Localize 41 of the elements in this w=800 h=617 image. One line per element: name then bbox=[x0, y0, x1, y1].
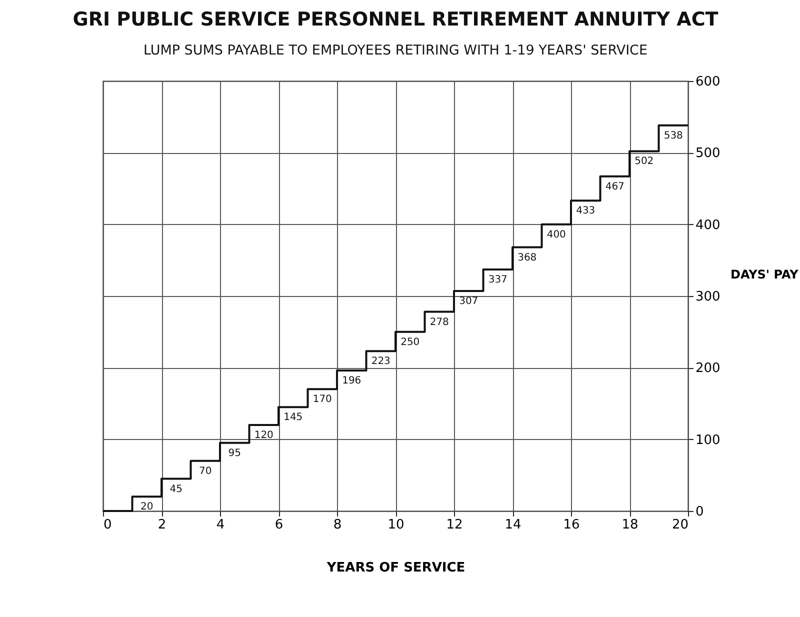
x-tick-label: 6 bbox=[274, 518, 284, 532]
y-tick-label: 400 bbox=[696, 218, 720, 233]
data-label: 223 bbox=[371, 356, 390, 368]
y-tick-label: 100 bbox=[696, 432, 720, 448]
data-label: 250 bbox=[400, 336, 420, 348]
y-tick-label: 500 bbox=[696, 146, 720, 162]
data-label: 120 bbox=[254, 430, 274, 441]
x-tick-label: 20 bbox=[672, 518, 688, 532]
data-label: 278 bbox=[430, 316, 449, 328]
chart-title: GRI PUBLIC SERVICE PERSONNEL RETIREMENT ANNUITY ACT bbox=[72, 8, 718, 30]
x-tick-label: 10 bbox=[388, 518, 404, 532]
x-tick-label: 18 bbox=[622, 518, 638, 532]
x-tick-label: 8 bbox=[333, 518, 342, 532]
x-tick-label: 12 bbox=[446, 518, 463, 532]
data-label: 368 bbox=[518, 252, 537, 264]
data-label: 70 bbox=[199, 466, 212, 477]
x-axis-title: YEARS OF SERVICE bbox=[326, 560, 466, 576]
x-tick-label: 0 bbox=[104, 518, 112, 532]
data-label: 45 bbox=[170, 484, 182, 495]
y-tick-label: 200 bbox=[696, 361, 720, 376]
data-label: 307 bbox=[459, 296, 478, 307]
y-tick-label: 600 bbox=[696, 74, 720, 90]
data-label: 502 bbox=[634, 156, 654, 168]
data-label: 145 bbox=[284, 412, 303, 424]
y-tick-label: 0 bbox=[696, 504, 704, 520]
data-label: 95 bbox=[228, 448, 241, 459]
data-label: 467 bbox=[605, 181, 624, 192]
x-tick-label: 14 bbox=[504, 518, 522, 532]
x-tick-label: 2 bbox=[158, 518, 166, 532]
data-label: 400 bbox=[546, 229, 566, 240]
data-label: 196 bbox=[342, 376, 362, 387]
chart-subtitle: LUMP SUMS PAYABLE TO EMPLOYEES RETIRING WITH 1-19 YEARS' SERVICE bbox=[143, 42, 648, 58]
data-label: 20 bbox=[140, 502, 154, 513]
data-label: 337 bbox=[488, 274, 508, 286]
x-tick-label: 16 bbox=[563, 518, 580, 532]
data-label: 170 bbox=[312, 394, 332, 406]
data-label: 433 bbox=[576, 206, 596, 217]
y-axis-title: DAYS' PAY bbox=[730, 268, 799, 282]
x-tick-label: 4 bbox=[216, 518, 225, 532]
data-label: 538 bbox=[664, 130, 683, 142]
y-tick-label: 300 bbox=[696, 290, 720, 304]
